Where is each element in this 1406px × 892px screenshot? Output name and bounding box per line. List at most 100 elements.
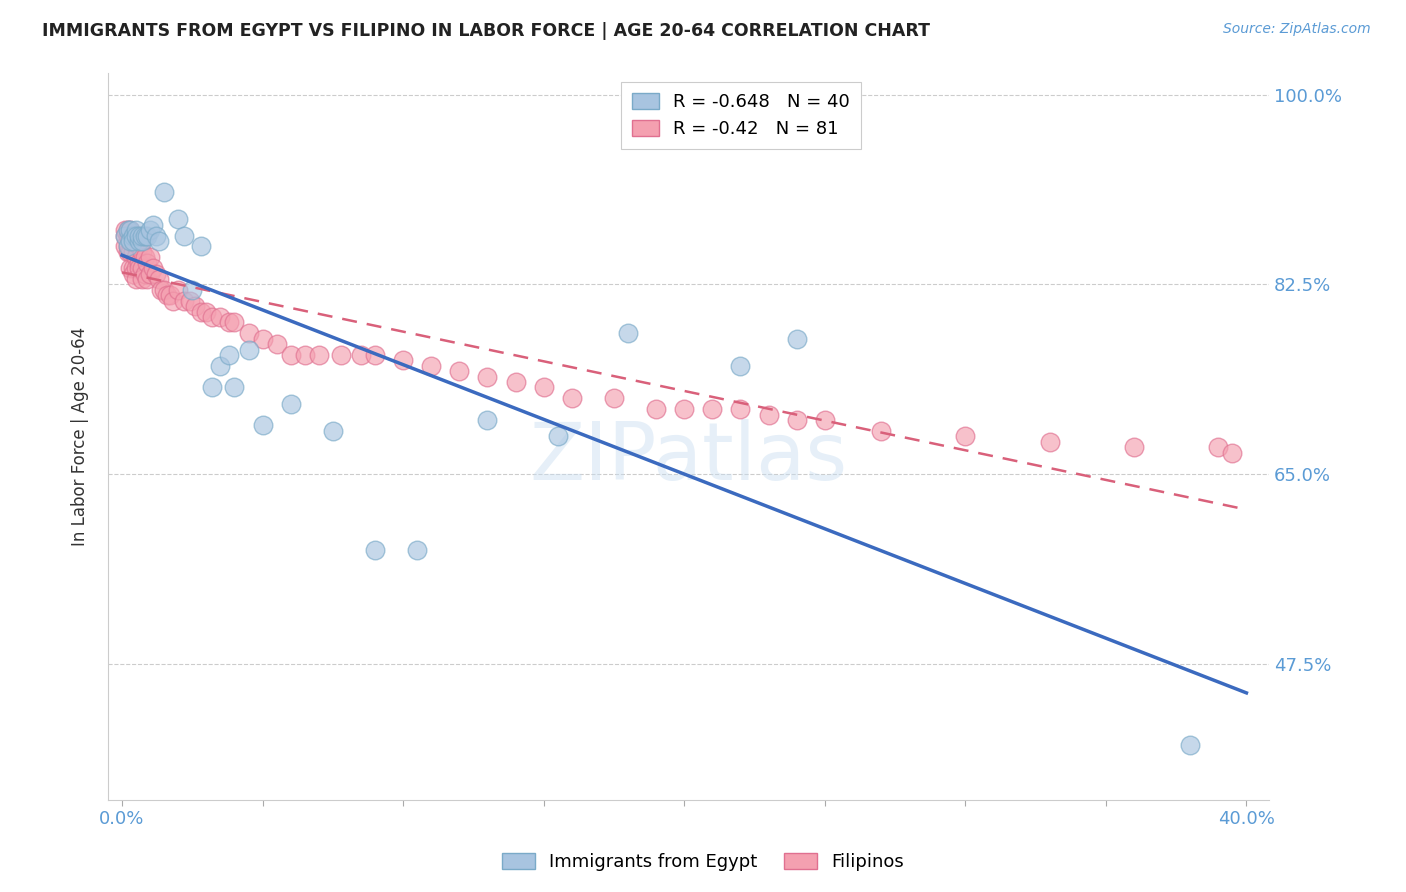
Point [702, 402, 724, 417]
Point [814, 413, 837, 427]
Point [179, 293, 201, 308]
Point [142, 261, 165, 276]
Point [153, 283, 176, 297]
Point [139, 250, 162, 264]
Point [125, 228, 148, 243]
Point [322, 424, 344, 438]
Point [167, 212, 190, 227]
Point [252, 418, 274, 433]
Point [125, 261, 148, 276]
Point [477, 369, 499, 384]
Point [201, 310, 224, 324]
Point [117, 239, 139, 253]
Point [114, 228, 136, 243]
Point [148, 234, 170, 248]
Point [128, 256, 150, 270]
Point [477, 413, 499, 427]
Point [117, 223, 139, 237]
Point [190, 239, 212, 253]
Point [617, 326, 640, 341]
Point [122, 261, 145, 276]
Point [150, 283, 173, 297]
Point [125, 239, 148, 253]
Point [125, 272, 148, 286]
Point [142, 218, 165, 232]
Text: Source: ZipAtlas.com: Source: ZipAtlas.com [1223, 22, 1371, 37]
Point [117, 228, 139, 243]
Point [218, 315, 240, 329]
Legend: R = -0.648   N = 40, R = -0.42   N = 81: R = -0.648 N = 40, R = -0.42 N = 81 [620, 82, 860, 149]
Point [280, 348, 302, 362]
Point [294, 348, 316, 362]
Point [120, 234, 142, 248]
Point [134, 228, 156, 243]
Point [148, 272, 170, 286]
Point [114, 239, 136, 253]
Point [266, 337, 288, 351]
Point [120, 223, 142, 237]
Point [125, 223, 148, 237]
Point [308, 348, 330, 362]
Point [224, 315, 246, 329]
Point [184, 299, 207, 313]
Point [955, 429, 977, 443]
Y-axis label: In Labor Force | Age 20-64: In Labor Force | Age 20-64 [72, 326, 89, 546]
Point [145, 267, 167, 281]
Point [145, 228, 167, 243]
Point [134, 250, 156, 264]
Point [153, 186, 176, 200]
Point [122, 228, 145, 243]
Text: ZIPatlas: ZIPatlas [530, 419, 848, 497]
Point [1123, 440, 1146, 454]
Point [173, 293, 195, 308]
Point [209, 310, 232, 324]
Point [392, 353, 415, 368]
Point [238, 326, 260, 341]
Point [603, 392, 626, 406]
Point [449, 364, 471, 378]
Point [330, 348, 353, 362]
Point [117, 239, 139, 253]
Point [190, 304, 212, 318]
Point [730, 402, 752, 417]
Point [122, 267, 145, 281]
Point [1222, 445, 1244, 459]
Point [120, 244, 142, 259]
Point [758, 408, 780, 422]
Point [218, 348, 240, 362]
Point [181, 283, 204, 297]
Point [114, 223, 136, 237]
Point [730, 359, 752, 373]
Point [252, 332, 274, 346]
Point [224, 380, 246, 394]
Point [201, 380, 224, 394]
Point [122, 228, 145, 243]
Point [136, 272, 159, 286]
Point [125, 228, 148, 243]
Point [195, 304, 218, 318]
Point [131, 261, 153, 276]
Point [131, 234, 153, 248]
Point [120, 223, 142, 237]
Point [673, 402, 696, 417]
Point [209, 359, 232, 373]
Point [350, 348, 373, 362]
Point [134, 267, 156, 281]
Point [120, 234, 142, 248]
Point [167, 283, 190, 297]
Point [128, 234, 150, 248]
Point [547, 429, 569, 443]
Point [162, 293, 184, 308]
Point [1208, 440, 1230, 454]
Text: IMMIGRANTS FROM EGYPT VS FILIPINO IN LABOR FORCE | AGE 20-64 CORRELATION CHART: IMMIGRANTS FROM EGYPT VS FILIPINO IN LAB… [42, 22, 931, 40]
Point [131, 228, 153, 243]
Point [122, 234, 145, 248]
Point [131, 244, 153, 259]
Point [505, 375, 527, 389]
Point [364, 543, 387, 558]
Point [122, 244, 145, 259]
Point [420, 359, 443, 373]
Point [114, 228, 136, 243]
Point [128, 228, 150, 243]
Point [117, 244, 139, 259]
